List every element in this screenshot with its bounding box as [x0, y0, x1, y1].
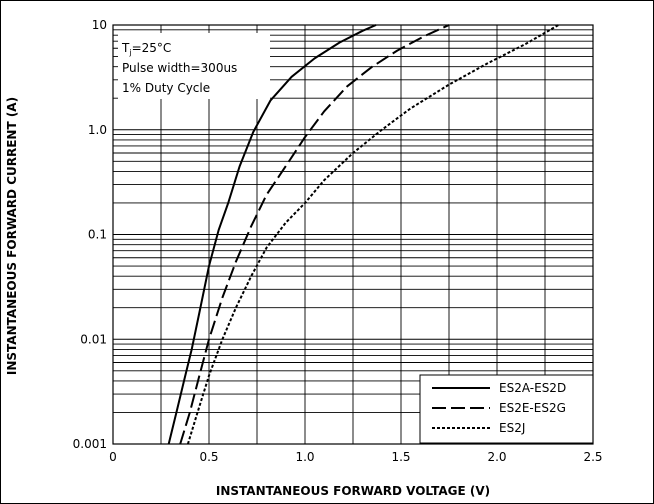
conditions-box [118, 33, 270, 99]
y-tick-label: 10 [92, 18, 107, 32]
y-tick-label: 0.1 [88, 228, 107, 242]
x-tick-label: 1.0 [295, 450, 314, 464]
legend-entries: ES2A-ES2D ES2E-ES2G ES2J [432, 381, 566, 435]
x-tick-label: 0 [109, 450, 117, 464]
x-tick-label: 2.5 [583, 450, 602, 464]
condition-pulse-width: Pulse width=300us [122, 61, 237, 75]
x-tick-label: 2.0 [487, 450, 506, 464]
plot-border [112, 24, 594, 445]
legend-label-es2a-es2d: ES2A-ES2D [499, 381, 566, 395]
series-line-es2j [186, 24, 559, 445]
legend-label-es2j: ES2J [499, 421, 525, 435]
series-lines [167, 24, 559, 445]
legend-label-es2e-es2g: ES2E-ES2G [499, 401, 566, 415]
y-tick-label: 0.001 [73, 437, 107, 451]
x-axis-label: INSTANTANEOUS FORWARD VOLTAGE (V) [216, 484, 490, 498]
series-line-es2a-es2d [167, 24, 377, 445]
y-axis-label: INSTANTANEOUS FORWARD CURRENT (A) [5, 97, 19, 375]
x-tick-label: 0.5 [199, 450, 218, 464]
tick-labels: 0 0.5 1.0 1.5 2.0 2.5 0.001 0.01 0.1 1.0 10 [73, 18, 603, 464]
legend [419, 374, 594, 444]
condition-duty-cycle: 1% Duty Cycle [122, 81, 210, 95]
y-tick-label: 1.0 [88, 123, 107, 137]
y-tick-label: 0.01 [80, 332, 107, 346]
condition-temperature: Tj=25°C [121, 41, 171, 57]
x-tick-label: 1.5 [391, 450, 410, 464]
series-line-es2e-es2g [179, 24, 450, 445]
